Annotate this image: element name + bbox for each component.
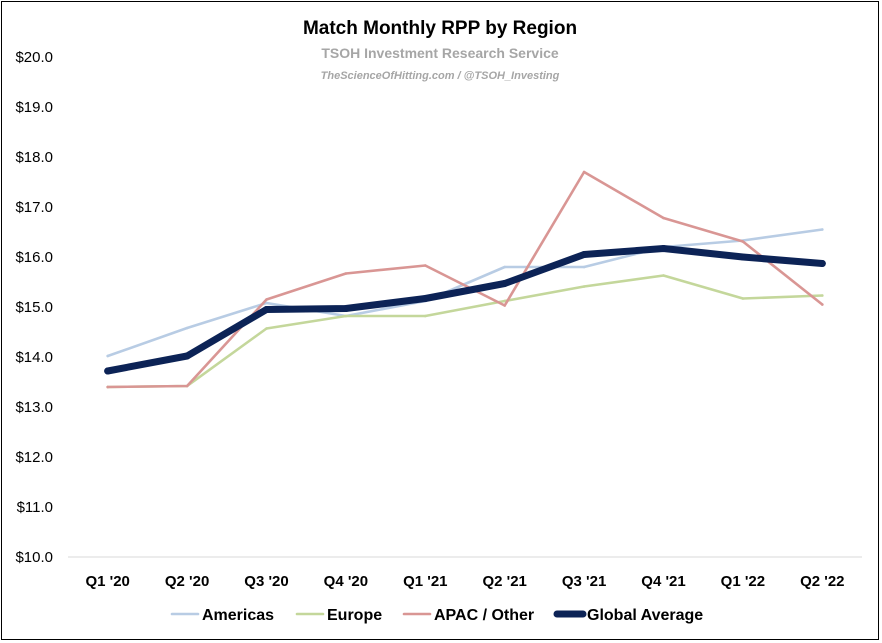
chart-credit: TheScienceOfHitting.com / @TSOH_Investin…	[321, 70, 560, 82]
data-point-europe	[344, 314, 348, 318]
data-point-apac-other	[265, 298, 268, 301]
y-tick-label: $14.0	[15, 349, 53, 366]
data-point-americas	[185, 326, 189, 330]
data-point-europe	[741, 297, 745, 300]
y-tick-label: $19.0	[15, 99, 53, 116]
chart-title: Match Monthly RPP by Region	[303, 18, 577, 39]
legend-label-apac-other: APAC / Other	[434, 607, 534, 624]
y-axis: $10.0 $11.0 $12.0 $13.0 $14.0 $15.0 $16.0 $17.0…	[15, 49, 53, 566]
y-tick-label: $18.0	[15, 149, 53, 166]
data-point-apac-other	[662, 216, 665, 220]
x-tick-label: Q1 '21	[403, 573, 447, 590]
data-point-apac-other	[741, 240, 745, 243]
y-tick-label: $11.0	[17, 499, 53, 516]
y-tick-label: $15.0	[15, 299, 53, 316]
data-point-apac-other	[106, 385, 109, 389]
data-point-apac-other	[821, 303, 824, 306]
x-tick-label: Q2 '20	[165, 573, 209, 590]
series-line-global-average	[104, 245, 826, 375]
x-tick-label: Q2 '22	[800, 573, 844, 590]
data-point-global-average	[580, 251, 588, 258]
data-point-apac-other	[424, 264, 427, 267]
x-tick-label: Q4 '21	[641, 573, 685, 590]
x-axis: Q1 '20 Q2 '20 Q3 '20 Q4 '20 Q1 '21 Q2 '21 Q3 '…	[85, 573, 844, 590]
legend-label-global-average: Global Average	[587, 607, 703, 624]
data-point-americas	[265, 301, 268, 305]
data-point-global-average	[660, 245, 667, 252]
x-tick-label: Q2 '21	[482, 573, 526, 590]
x-tick-label: Q3 '20	[244, 573, 288, 590]
y-tick-label: $20.0	[15, 49, 53, 66]
series-line-apac-other	[106, 170, 824, 389]
legend: Americas Europe APAC / Other Global Average	[170, 607, 703, 624]
data-point-global-average	[104, 367, 112, 375]
data-point-global-average	[183, 352, 191, 360]
data-point-americas	[582, 265, 586, 269]
y-tick-label: $16.0	[15, 249, 53, 266]
data-point-global-average	[421, 295, 429, 302]
chart-subtitle: TSOH Investment Research Service	[321, 45, 559, 61]
data-point-global-average	[342, 305, 350, 312]
data-point-americas	[106, 354, 109, 358]
data-point-europe	[582, 285, 586, 288]
y-tick-label: $10.0	[15, 549, 53, 566]
y-tick-label: $17.0	[15, 199, 53, 216]
data-point-americas	[821, 228, 824, 231]
x-tick-label: Q4 '20	[324, 573, 368, 590]
data-point-europe	[265, 327, 268, 330]
data-point-global-average	[818, 260, 826, 267]
series-line-americas	[106, 228, 824, 358]
data-point-apac-other	[185, 384, 189, 388]
data-point-global-average	[263, 306, 270, 313]
series-line-europe	[106, 274, 824, 389]
data-point-europe	[503, 299, 507, 303]
data-point-europe	[662, 274, 665, 277]
data-point-global-average	[739, 253, 747, 261]
x-tick-label: Q3 '21	[562, 573, 606, 590]
legend-label-europe: Europe	[327, 607, 382, 624]
series-group	[104, 170, 826, 389]
y-tick-label: $12.0	[15, 449, 53, 466]
x-tick-label: Q1 '22	[721, 573, 765, 590]
x-tick-label: Q1 '20	[85, 573, 129, 590]
y-tick-label: $13.0	[15, 399, 53, 416]
data-point-americas	[503, 265, 507, 269]
data-point-europe	[821, 294, 824, 297]
data-point-apac-other	[344, 272, 348, 275]
data-point-apac-other	[503, 304, 507, 307]
data-point-apac-other	[582, 170, 586, 174]
data-point-global-average	[501, 280, 509, 287]
data-point-europe	[424, 314, 427, 318]
legend-label-americas: Americas	[202, 607, 274, 624]
